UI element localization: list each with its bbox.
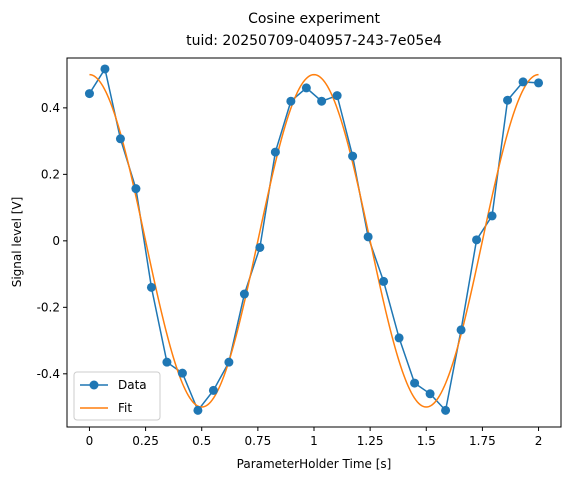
data-point xyxy=(332,91,342,101)
legend-box xyxy=(73,371,161,421)
data-point xyxy=(394,333,404,343)
data-point xyxy=(239,289,249,299)
data-point xyxy=(131,184,141,194)
data-point xyxy=(518,77,528,87)
data-point xyxy=(472,235,482,245)
x-tick-label: 2 xyxy=(535,434,543,448)
data-point xyxy=(534,78,544,88)
data-point xyxy=(146,282,156,292)
data-point xyxy=(456,325,466,335)
x-tick-label: 0.5 xyxy=(192,434,211,448)
x-tick-label: 0 xyxy=(86,434,94,448)
data-point xyxy=(177,368,187,378)
legend-data-label: Data xyxy=(118,378,147,392)
x-axis-label: ParameterHolder Time [s] xyxy=(237,457,392,471)
data-point xyxy=(84,89,94,99)
data-point xyxy=(301,83,311,93)
data-point xyxy=(100,64,110,74)
data-point xyxy=(410,378,420,388)
data-point xyxy=(441,405,451,415)
x-tick-label: 1.75 xyxy=(469,434,496,448)
legend-fit-label: Fit xyxy=(118,401,132,415)
data-point xyxy=(425,389,435,399)
y-tick-label: -0.2 xyxy=(37,300,60,314)
data-point xyxy=(317,96,327,106)
y-axis-label: Signal level [V] xyxy=(10,197,24,288)
data-point xyxy=(162,357,172,367)
y-axis-ticks: -0.4 -0.2 0 0.2 0.4 xyxy=(37,101,67,381)
data-series-line xyxy=(88,67,539,412)
x-tick-label: 1.5 xyxy=(417,434,436,448)
x-tick-label: 0.75 xyxy=(245,434,272,448)
data-point xyxy=(487,211,497,221)
data-point xyxy=(379,276,389,286)
chart-subtitle: tuid: 20250709-040957-243-7e05e4 xyxy=(186,33,442,49)
data-point xyxy=(115,134,125,144)
data-point xyxy=(208,385,218,395)
x-tick-label: 1.25 xyxy=(357,434,384,448)
data-point xyxy=(503,95,513,105)
plot-area xyxy=(84,64,544,415)
y-tick-label: -0.4 xyxy=(37,367,60,381)
data-point xyxy=(286,96,296,106)
y-tick-label: 0.2 xyxy=(41,167,60,181)
y-tick-label: 0 xyxy=(52,234,60,248)
data-point xyxy=(255,242,265,252)
data-point xyxy=(193,405,203,415)
data-point xyxy=(363,232,373,242)
legend: Data Fit xyxy=(73,371,161,421)
data-point xyxy=(348,151,358,161)
data-point xyxy=(224,357,234,367)
x-axis-ticks: 0 0.25 0.5 0.75 1 1.25 1.5 1.75 2 xyxy=(86,427,543,448)
x-tick-label: 0.25 xyxy=(132,434,159,448)
data-point xyxy=(270,147,280,157)
legend-data-marker xyxy=(89,380,99,390)
chart-title: Cosine experiment xyxy=(248,11,380,27)
x-tick-label: 1 xyxy=(310,434,318,448)
y-tick-label: 0.4 xyxy=(41,101,60,115)
fit-series-line xyxy=(89,73,539,408)
